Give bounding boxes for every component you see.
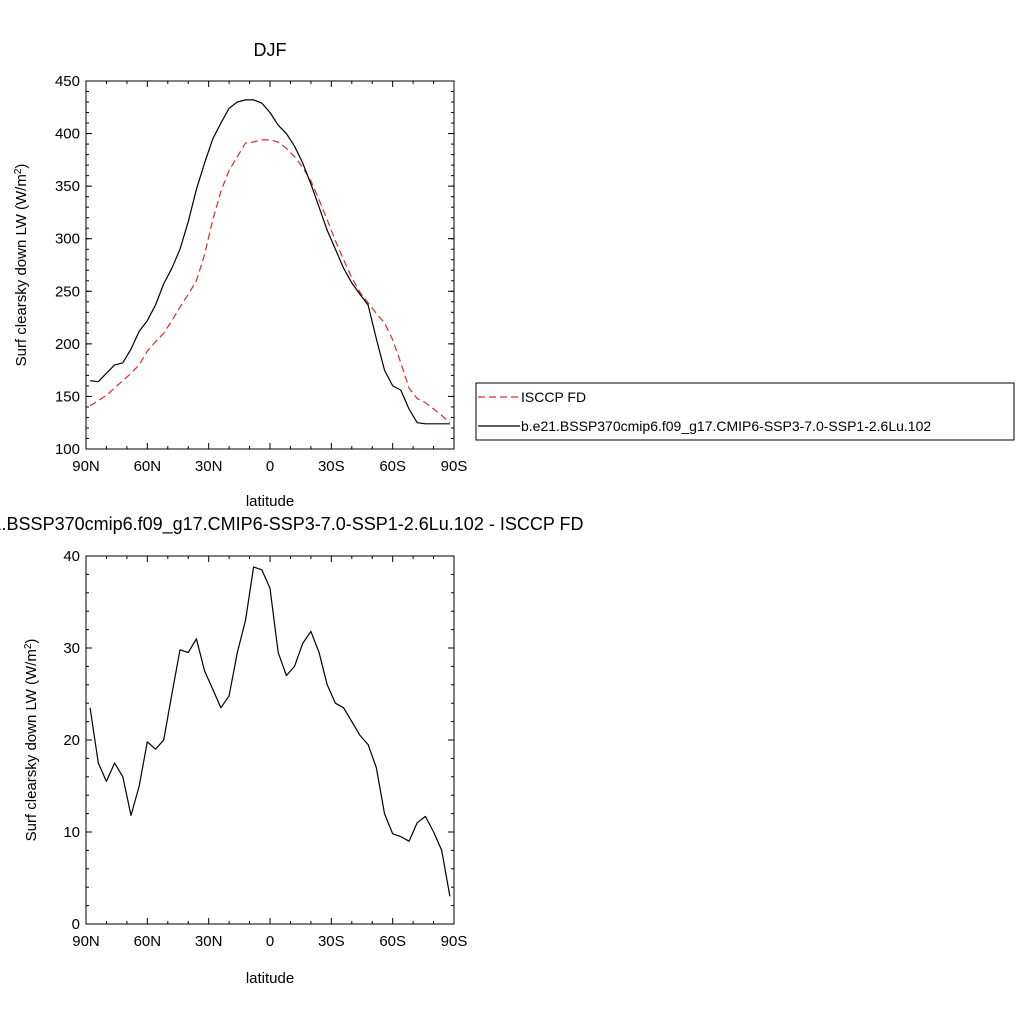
bottom-y-tick-label: 20 (63, 732, 80, 749)
bottom-x-tick-label: 90N (72, 933, 100, 950)
bottom-x-tick-label: 60N (134, 933, 162, 950)
top-plot-frame (85, 80, 455, 450)
top-x-tick-label: 90N (72, 458, 100, 475)
bottom-panel: b.e21.BSSP370cmip6.f09_g17.CMIP6-SSP3-7.… (0, 514, 584, 987)
top-y-tick-label: 200 (55, 336, 80, 353)
top-x-tick-label: 60S (379, 458, 406, 475)
top-y-tick-label: 400 (55, 126, 80, 143)
top-y-tick-label: 150 (55, 388, 80, 405)
top-y-tick-label: 250 (55, 283, 80, 300)
bottom-plot-frame (85, 555, 455, 925)
top-x-tick-label: 0 (266, 458, 274, 475)
bottom-plot-area: 90N 60N 30N 0 30S 60S 90S 0 10 20 30 40 (63, 548, 467, 950)
bottom-series-line-0 (89, 566, 451, 897)
top-series-line-0 (89, 139, 451, 424)
top-chart-title: DJF (254, 40, 287, 60)
bottom-x-axis-label: latitude (246, 970, 294, 987)
top-x-tick-label: 30S (318, 458, 345, 475)
top-y-tick-label: 100 (55, 441, 80, 458)
bottom-x-tick-label: 0 (266, 933, 274, 950)
top-x-axis-label: latitude (246, 493, 294, 510)
bottom-x-tick-label: 60S (379, 933, 406, 950)
bottom-y-tick-label: 10 (63, 824, 80, 841)
legend: ISCCP FD b.e21.BSSP370cmip6.f09_g17.CMIP… (475, 382, 1015, 441)
bottom-x-tick-label: 90S (441, 933, 468, 950)
top-y-tick-label: 300 (55, 231, 80, 248)
top-x-tick-label: 90S (441, 458, 468, 475)
top-series-line-1 (90, 99, 450, 425)
top-y-axis-label: Surf clearsky down LW (W/m2) (13, 164, 31, 367)
bottom-y-axis-label: Surf clearsky down LW (W/m2) (23, 639, 41, 842)
top-x-tick-label: 60N (134, 458, 162, 475)
top-panel: DJF 90N 60N 30N 0 30S 60S 90S 100 150 200 250 300 35… (13, 40, 1015, 510)
bottom-x-tick-label: 30N (195, 933, 223, 950)
top-x-tick-label: 30N (195, 458, 223, 475)
bottom-x-tick-label: 30S (318, 933, 345, 950)
bottom-y-tick-label: 40 (63, 548, 80, 565)
legend-label-model: b.e21.BSSP370cmip6.f09_g17.CMIP6-SSP3-7.… (521, 418, 931, 434)
bottom-chart-title: b.e21.BSSP370cmip6.f09_g17.CMIP6-SSP3-7.… (0, 514, 584, 535)
legend-box (475, 382, 1015, 441)
top-y-tick-label: 350 (55, 178, 80, 195)
bottom-y-tick-label: 30 (63, 640, 80, 657)
legend-label-isccp: ISCCP FD (521, 389, 586, 405)
top-plot-area: 90N 60N 30N 0 30S 60S 90S 100 150 200 250 300 350 400… (55, 73, 467, 475)
top-y-tick-label: 450 (55, 73, 80, 90)
bottom-y-tick-label: 0 (72, 916, 80, 933)
